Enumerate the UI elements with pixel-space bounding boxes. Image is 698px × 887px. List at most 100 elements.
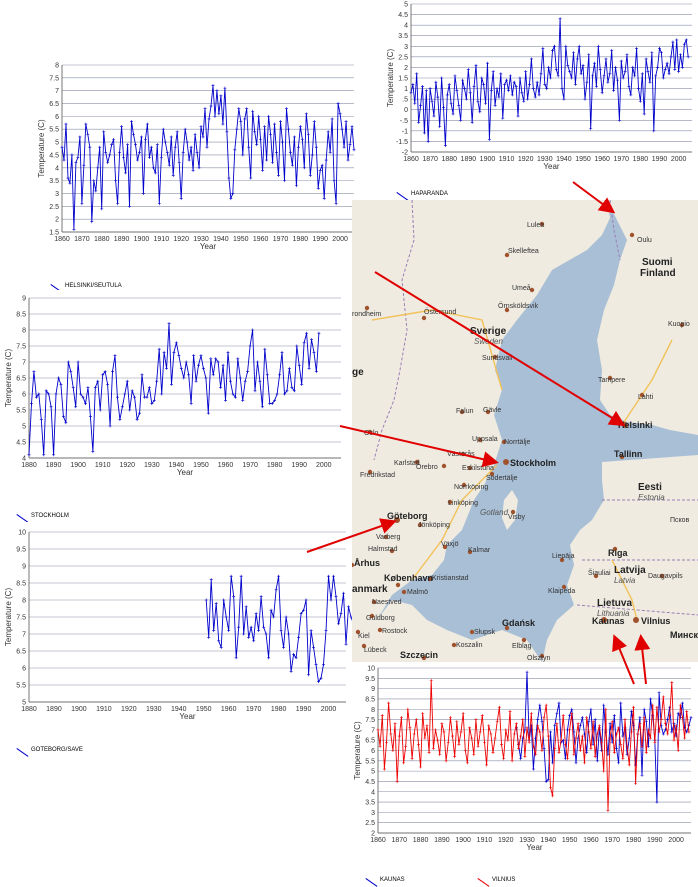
data-point (670, 680, 674, 684)
city-oslo[interactable]: Oslo (364, 429, 379, 437)
city-uppsala[interactable]: Uppsala (472, 436, 498, 443)
data-point (265, 158, 269, 162)
city-kalmar[interactable]: Kalmar (467, 547, 491, 555)
city-daugavpils[interactable]: Daugavpils (648, 573, 683, 580)
city-pskov[interactable]: Псков (670, 517, 690, 524)
city-koszalin[interactable]: Koszalin (451, 642, 483, 649)
city-helsinki[interactable]: Helsinki (618, 420, 653, 430)
city-riga[interactable]: Riga (608, 546, 628, 558)
data-point (249, 625, 253, 629)
city-olsztyn[interactable]: Olsztyn (527, 653, 550, 662)
data-point (677, 70, 681, 74)
city-tallinn[interactable]: Tallinn (614, 449, 642, 460)
city-slupsk[interactable]: Słupsk (469, 629, 496, 636)
city-falun[interactable]: Falun (456, 408, 474, 415)
data-point (225, 130, 229, 134)
city-kiel[interactable]: Kiel (355, 629, 370, 640)
city-kuopio[interactable]: Kuopio (668, 321, 690, 328)
city-varberg[interactable]: Varberg (376, 534, 400, 541)
city-visby[interactable]: Visby (508, 509, 525, 521)
svg-text:rondheim: rondheim (352, 311, 381, 318)
city-siauliai[interactable]: Šiauliai (588, 568, 611, 579)
legend-goteborg: GOTEBORG/SAVE (16, 744, 137, 757)
city-szczecin[interactable]: Szczecin (400, 650, 438, 661)
chart-panel-haparanda: -2 -1.5 -1 -.5 0.5 1 1.5 2 2.5 3 3.5 4 4.5 5 1860 1870 1… (382, 0, 698, 172)
city-oulu[interactable]: Oulu (629, 232, 652, 244)
x-tick-label: 1920 (173, 236, 189, 243)
svg-text:Vilnius: Vilnius (641, 616, 670, 626)
y-tick-label: 9.5 (16, 547, 26, 554)
city-elblag[interactable]: Elbląg (512, 637, 532, 650)
city-kobenhavn[interactable]: København (384, 573, 433, 588)
data-point (338, 112, 342, 116)
data-point (159, 155, 163, 159)
data-point (273, 122, 277, 126)
x-tick-label: 1910 (154, 236, 170, 243)
data-point (506, 738, 510, 742)
data-point (155, 379, 159, 383)
data-point (34, 395, 38, 399)
svg-text:Örnsköldsvik: Örnsköldsvik (498, 302, 539, 310)
data-point (269, 132, 273, 136)
city-liepaja[interactable]: Liepāja (552, 553, 575, 563)
data-point (568, 713, 572, 717)
city-fredrikstad[interactable]: Fredrikstad (360, 469, 395, 479)
city-linkoping[interactable]: Linköping (447, 499, 478, 507)
data-point (522, 99, 526, 103)
city-sundsvall[interactable]: Sundsvall (482, 354, 513, 362)
city-halmstad[interactable]: Halmstad (368, 546, 398, 554)
city-norrkoping[interactable]: Norrköping (454, 482, 488, 491)
city-orebro[interactable]: Örebro (416, 463, 447, 471)
data-point (238, 376, 242, 380)
city-gavle[interactable]: Gävle (483, 407, 501, 415)
city-eskilstuna[interactable]: Eskilstuna (462, 465, 494, 472)
svg-text:Kaunas: Kaunas (592, 616, 625, 626)
city-malmo[interactable]: Malmö (401, 589, 428, 596)
city-jonkoping[interactable]: Jönköping (417, 522, 450, 529)
city-gdansk[interactable]: Gdańsk (502, 618, 536, 631)
city-vilnius[interactable]: Vilnius (633, 616, 670, 626)
data-point (568, 70, 572, 74)
baltic-map[interactable]: Lulea Skelleftea Umeå Örnsköldsvik Öster… (352, 200, 698, 662)
city-lubeck[interactable]: Lübeck (361, 643, 387, 654)
data-point (56, 376, 60, 380)
data-point (128, 408, 132, 412)
city-sodertalje[interactable]: Södertälje (486, 471, 518, 482)
data-point (201, 366, 205, 370)
data-point (416, 742, 420, 746)
city-kristianstad[interactable]: Kristianstad (427, 575, 469, 582)
chart-helsinki: 1.5 2 2.5 3 3.5 4 4.5 5 5.5 6 6.5 7 7.5 8 1860 1870 1880… (37, 63, 356, 251)
data-point (76, 360, 80, 364)
x-tick-label: 1890 (461, 156, 477, 163)
city-arhus[interactable]: Århus (352, 558, 380, 568)
x-tick-label: 1890 (46, 462, 62, 469)
svg-text:Västerås: Västerås (447, 450, 475, 458)
data-point (307, 673, 311, 677)
city-skelleftea[interactable]: Skelleftea (504, 248, 539, 258)
city-tampere[interactable]: Tampere (598, 375, 625, 384)
data-point (234, 656, 238, 660)
x-tick-label: 2000 (321, 706, 337, 713)
city-trondheim[interactable]: rondheim (352, 305, 381, 318)
label-gotland: Gotland (480, 508, 509, 517)
data-point (169, 135, 173, 139)
city-stockholm[interactable]: Stockholm (503, 458, 556, 468)
label-sverige: Sverige (470, 326, 507, 337)
data-point (203, 107, 207, 111)
city-lulea[interactable]: Lulea (527, 221, 544, 229)
city-rostock[interactable]: Rostock (377, 627, 408, 635)
svg-text:Daugavpils: Daugavpils (648, 573, 683, 580)
data-point (638, 99, 642, 103)
city-kaunas[interactable]: Kaunas (592, 616, 625, 626)
data-point (587, 730, 591, 734)
data-point (499, 72, 503, 76)
city-naestved[interactable]: Naestved (371, 599, 402, 606)
city-minsk[interactable]: Минск (670, 630, 698, 640)
city-guldborg[interactable]: Guldborg (366, 613, 395, 622)
city-klaipeda[interactable]: Klaipėda (548, 584, 575, 595)
city-vasteras[interactable]: Västerås (447, 450, 475, 458)
city-vaxjo[interactable]: Växjö (441, 541, 459, 550)
legend-label-goteborg: GOTEBORG/SAVE (31, 747, 83, 753)
city-lahti[interactable]: Lahti (638, 392, 654, 401)
city-norrtalje[interactable]: Norrtälje (501, 439, 531, 446)
